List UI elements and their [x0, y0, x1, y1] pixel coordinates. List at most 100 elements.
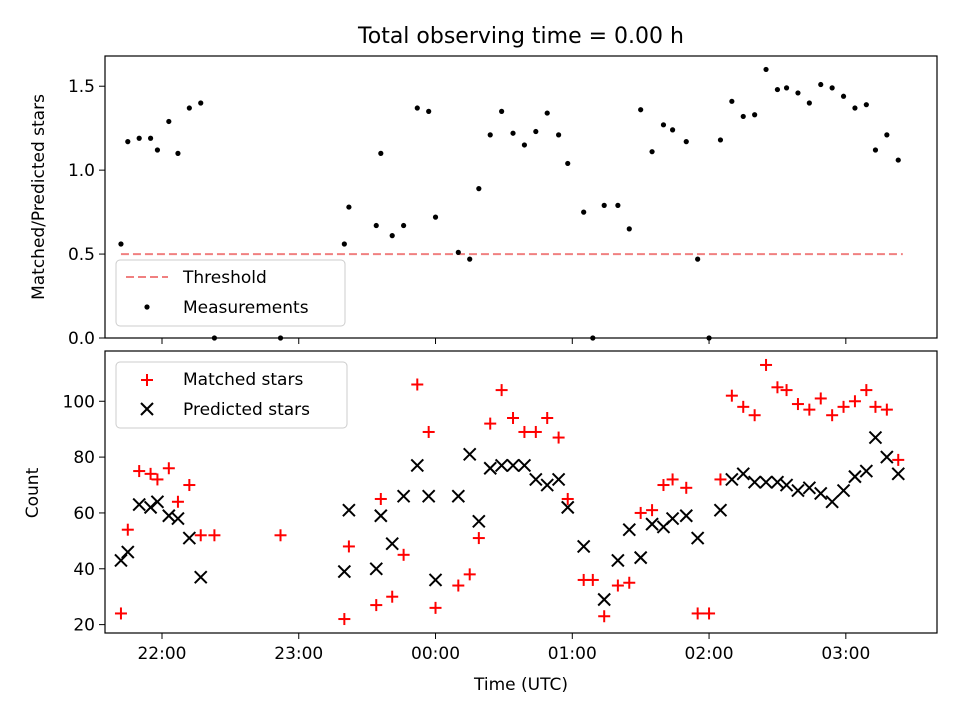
matched-star-marker	[529, 425, 542, 438]
top-legend: Threshold Measurements	[115, 259, 346, 327]
measurement-point	[118, 241, 124, 247]
measurement-point	[378, 150, 384, 156]
matched-star-marker	[869, 400, 882, 413]
predicted-star-marker	[690, 531, 705, 545]
predicted-star-marker	[622, 522, 636, 537]
measurement-point	[884, 132, 890, 138]
measurement-point	[872, 147, 879, 153]
measurement-point	[806, 100, 812, 106]
predicted-star-marker	[132, 497, 146, 512]
predicted-star-marker	[385, 536, 399, 551]
measurement-point	[774, 86, 781, 93]
matched-star-marker	[452, 579, 465, 592]
measurement-point	[783, 85, 790, 91]
measurement-point	[166, 118, 172, 125]
predicted-star-marker	[770, 475, 785, 489]
y-tick-label: 80	[73, 448, 95, 468]
matched-star-marker	[274, 529, 287, 542]
predicted-star-marker	[396, 489, 411, 503]
matched-star-marker	[803, 403, 816, 416]
predicted-star-marker	[779, 478, 794, 492]
top-plot-frame	[104, 55, 938, 339]
top-y-axis-label: Matched/Predicted stars	[29, 94, 49, 300]
x-tick-label: 03:00	[821, 644, 870, 664]
matched-star-marker	[484, 417, 497, 430]
measurement-point	[544, 110, 550, 116]
matched-star-marker	[338, 613, 351, 626]
predicted-star-marker	[814, 486, 828, 501]
predicted-star-marker	[410, 458, 424, 473]
measurement-point	[186, 105, 192, 111]
predicted-star-marker	[342, 503, 356, 517]
bottom-y-axis: 20 40 60 80 100	[63, 392, 105, 636]
matched-star-marker	[657, 479, 670, 492]
bottom-x-axis-label: Time (UTC)	[473, 675, 568, 695]
matched-star-marker	[171, 495, 184, 508]
matched-star-marker	[561, 492, 574, 505]
predicted-star-marker	[506, 458, 520, 473]
measurement-point	[346, 204, 352, 210]
predicted-star-marker	[891, 467, 905, 481]
predicted-star-marker	[825, 495, 839, 509]
y-tick-label: 60	[73, 504, 95, 524]
measurement-point	[476, 186, 482, 192]
measurement-point	[852, 105, 858, 111]
matched-star-marker	[725, 389, 738, 402]
measurement-point	[414, 105, 420, 111]
measurement-point	[487, 132, 493, 138]
matched-star-marker	[666, 473, 679, 486]
predicted-star-marker	[859, 464, 874, 478]
legend-measurements-label: Measurements	[183, 298, 309, 318]
matched-star-marker	[611, 579, 624, 592]
top-chart-title: Total observing time = 0.00 h	[357, 24, 684, 49]
matched-star-marker	[598, 610, 611, 623]
y-tick-label: 100	[63, 392, 95, 412]
predicted-star-marker	[665, 511, 680, 526]
measurement-point	[147, 135, 154, 141]
predicted-star-marker	[194, 570, 208, 584]
matched-star-marker	[397, 548, 410, 561]
matched-star-marker	[495, 384, 508, 397]
measurement-point	[729, 98, 735, 104]
measurement-point	[601, 202, 607, 208]
predicted-star-marker	[483, 461, 497, 475]
predicted-star-marker	[759, 475, 773, 489]
predicted-star-marker	[713, 503, 728, 517]
x-tick-label: 23:00	[274, 644, 323, 664]
legend-predicted-swatch	[140, 402, 154, 416]
legend-threshold-label: Threshold	[182, 268, 267, 288]
predicted-star-marker	[171, 511, 185, 526]
predicted-star-marker	[374, 509, 388, 523]
matched-star-marker	[342, 540, 355, 553]
measurement-point	[649, 149, 655, 155]
bottom-y-axis-label: Count	[23, 467, 43, 518]
measurement-point	[895, 157, 901, 163]
matched-star-marker	[780, 384, 793, 397]
predicted-star-marker	[162, 509, 176, 523]
y-tick-label: 20	[73, 616, 95, 636]
matched-star-marker	[472, 532, 485, 545]
measurement-point	[198, 100, 204, 106]
top-y-axis: 0.0 0.5 1.0 1.5	[68, 77, 105, 349]
matched-star-marker	[791, 398, 804, 411]
predicted-star-marker	[369, 562, 383, 576]
matched-star-marker	[386, 590, 399, 603]
measurement-point	[669, 127, 676, 133]
measurement-point	[401, 222, 407, 229]
matched-star-marker	[892, 453, 905, 466]
matched-star-marker	[463, 568, 476, 581]
measurement-point	[752, 112, 758, 118]
measurement-point	[660, 122, 667, 128]
measurement-point	[467, 256, 473, 262]
measurement-point	[426, 108, 432, 114]
measurement-point	[341, 241, 347, 247]
measurement-point	[521, 142, 528, 148]
measurement-point	[556, 132, 562, 138]
predicted-star-marker	[472, 514, 486, 529]
predicted-star-marker	[576, 539, 591, 554]
matched-star-marker	[814, 392, 827, 405]
matched-star-marker	[194, 529, 207, 542]
measurement-point	[763, 66, 769, 73]
matched-star-marker	[370, 599, 383, 612]
measurement-point	[432, 214, 439, 220]
